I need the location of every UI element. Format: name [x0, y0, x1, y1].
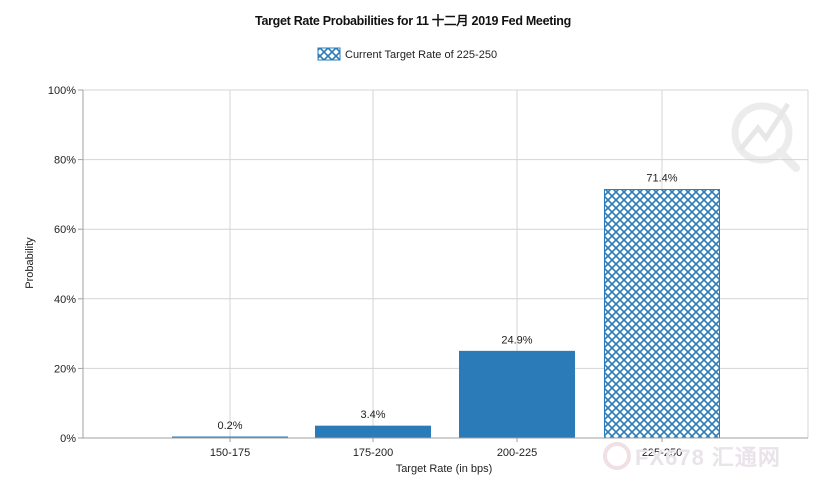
y-axis-label: Probability — [24, 237, 36, 289]
y-tick-label: 60% — [54, 224, 76, 236]
data-label-150-175: 0.2% — [217, 420, 242, 432]
y-tick-label: 0% — [60, 433, 76, 445]
watermark: FX678 汇通网 — [603, 442, 781, 470]
y-tick-label: 100% — [48, 85, 76, 97]
legend-swatch — [317, 47, 341, 61]
axes: 0% 20% 40% 60% 80% 100% 150-175 175-200 200-225 2… — [48, 85, 808, 459]
bar-175-200[interactable] — [315, 425, 431, 439]
legend-label: Current Target Rate of 225-250 — [345, 49, 497, 61]
x-tick-label: 225-250 — [642, 447, 682, 459]
watermark-text: FX678 汇通网 — [635, 445, 781, 470]
y-tick-label: 40% — [54, 294, 76, 306]
x-tick-label: 200-225 — [497, 447, 537, 459]
watermark-logo-icon — [731, 102, 800, 172]
data-label-225-250: 71.4% — [646, 173, 677, 185]
data-label-200-225: 24.9% — [501, 334, 532, 346]
data-labels: 0.2% 3.4% 24.9% 71.4% — [217, 173, 677, 432]
legend: Current Target Rate of 225-250 — [317, 47, 497, 61]
data-label-175-200: 3.4% — [360, 409, 385, 421]
y-tick-label: 20% — [54, 363, 76, 375]
y-tick-label: 80% — [54, 155, 76, 167]
x-axis-label: Target Rate (in bps) — [396, 463, 493, 475]
chart-title: Target Rate Probabilities for 11 十二月 201… — [255, 13, 571, 28]
watermark-badge-icon — [603, 442, 631, 470]
x-tick-label: 175-200 — [353, 447, 393, 459]
bar-200-225[interactable] — [459, 350, 575, 439]
bars — [172, 189, 720, 439]
bar-225-250[interactable] — [604, 189, 720, 439]
x-tick-label: 150-175 — [210, 447, 250, 459]
